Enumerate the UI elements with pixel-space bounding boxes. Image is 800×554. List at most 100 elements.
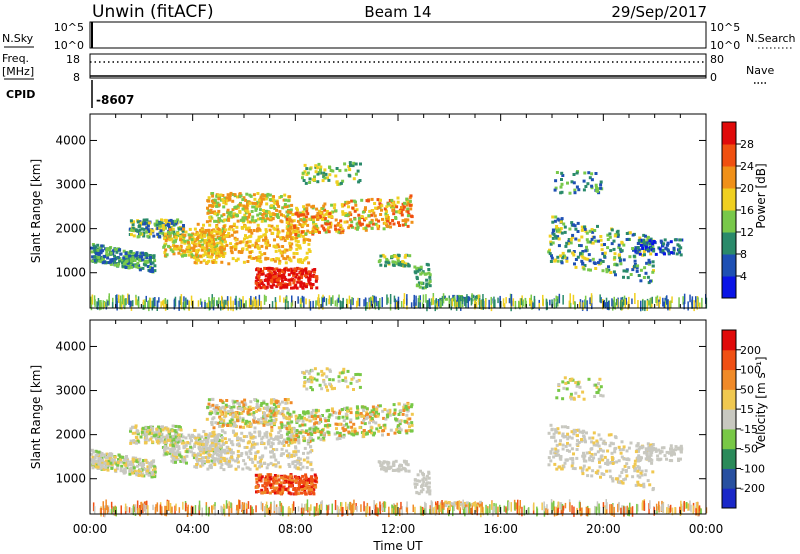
echo-cell <box>271 217 275 220</box>
echo-cell <box>313 226 317 230</box>
echo-cell <box>342 203 346 207</box>
echo-cell <box>92 259 96 262</box>
echo-cell <box>200 459 204 463</box>
echo-cell <box>374 218 378 222</box>
echo-cell <box>612 270 616 274</box>
echo-cell <box>279 282 283 286</box>
echo-cell <box>249 452 253 455</box>
echo-cell <box>574 302 576 310</box>
echo-cell <box>591 301 593 310</box>
echo-cell <box>397 402 401 406</box>
echo-cell <box>273 207 277 210</box>
echo-cell <box>605 297 608 308</box>
echo-cell <box>193 261 197 265</box>
echo-cell <box>286 421 290 425</box>
echo-cell <box>341 301 343 309</box>
echo-cell <box>321 218 325 221</box>
echo-cell <box>258 269 262 273</box>
echo-cell <box>243 224 247 228</box>
echo-cell <box>233 247 237 251</box>
echo-cell <box>146 259 150 263</box>
echo-cell <box>94 454 98 457</box>
echo-cell <box>301 286 305 290</box>
echo-cell <box>553 219 557 223</box>
echo-cell <box>200 248 204 252</box>
echo-cell <box>538 302 541 309</box>
echo-cell <box>352 199 356 203</box>
echo-cell <box>169 441 173 445</box>
echo-cell <box>395 302 398 310</box>
echo-cell <box>291 460 295 464</box>
echo-cell <box>280 213 283 217</box>
echo-cell <box>104 466 108 470</box>
echo-cell <box>691 298 693 309</box>
echo-cell <box>179 296 182 305</box>
echo-cell <box>211 444 215 448</box>
nsearch-bottom-tick: 10^0 <box>710 39 740 52</box>
echo-cell <box>258 456 262 460</box>
echo-cell <box>99 452 103 456</box>
echo-cell <box>282 481 286 485</box>
echo-cell <box>132 300 134 307</box>
echo-cell <box>195 237 199 241</box>
echo-cell <box>253 442 257 446</box>
echo-cell <box>170 221 174 225</box>
echo-cell <box>113 455 117 459</box>
echo-cell <box>299 479 303 483</box>
echo-cell <box>148 258 152 262</box>
echo-cell <box>422 302 424 309</box>
echo-cell <box>172 457 176 460</box>
echo-cell <box>384 264 387 268</box>
echo-cell <box>218 247 222 251</box>
echo-cell <box>342 435 346 439</box>
echo-cell <box>624 299 626 308</box>
echo-cell <box>360 414 364 418</box>
echo-cell <box>396 255 400 259</box>
echo-cell <box>569 238 573 242</box>
echo-cell <box>257 258 261 262</box>
echo-cell <box>327 433 331 437</box>
echo-cell <box>91 294 94 305</box>
echo-cell <box>158 432 162 436</box>
echo-cell <box>288 244 292 248</box>
echo-cell <box>169 218 173 222</box>
echo-cell <box>350 432 354 436</box>
echo-cell <box>248 193 252 197</box>
echo-cell <box>637 239 641 243</box>
echo-cell <box>294 239 298 243</box>
echo-cell <box>267 473 271 477</box>
echo-cell <box>574 258 578 261</box>
echo-cell <box>192 246 196 250</box>
echo-cell <box>427 271 431 275</box>
echo-cell <box>581 255 585 259</box>
echo-cell <box>299 477 303 481</box>
echo-cell <box>386 415 390 419</box>
echo-cell <box>197 241 201 245</box>
echo-cell <box>237 250 241 253</box>
echo-cell <box>662 297 664 307</box>
echo-cell <box>208 233 212 237</box>
echo-cell <box>407 201 411 205</box>
echo-cell <box>282 214 285 218</box>
freq-bottom-tick: 8 <box>73 71 80 84</box>
echo-cell <box>255 477 259 481</box>
echo-cell <box>356 416 360 420</box>
echo-cell <box>246 424 250 428</box>
echo-cell <box>314 408 318 412</box>
echo-cell <box>341 229 345 232</box>
echo-cell <box>640 300 642 311</box>
echo-cell <box>474 295 478 299</box>
echo-cell <box>643 243 647 247</box>
echo-cell <box>579 244 583 248</box>
echo-cell <box>289 208 293 212</box>
echo-cell <box>213 463 217 467</box>
echo-cell <box>282 416 286 420</box>
echo-cell <box>239 218 243 222</box>
echo-cell <box>344 168 348 172</box>
echo-cell <box>264 230 268 234</box>
echo-cell <box>306 451 310 455</box>
echo-cell <box>549 242 553 246</box>
echo-cell <box>295 252 299 255</box>
echo-cell <box>275 479 278 483</box>
echo-cell <box>270 398 273 402</box>
